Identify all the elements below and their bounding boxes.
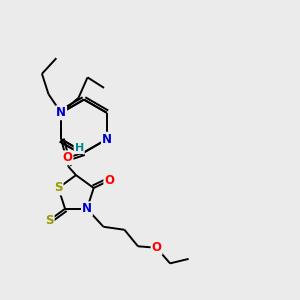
Text: S: S: [54, 182, 63, 194]
Text: N: N: [102, 133, 112, 146]
Text: O: O: [62, 151, 73, 164]
Text: N: N: [56, 106, 66, 119]
Text: O: O: [152, 241, 161, 254]
Text: O: O: [104, 174, 114, 187]
Text: S: S: [45, 214, 54, 227]
Text: N: N: [82, 202, 92, 215]
Text: H: H: [74, 143, 84, 153]
